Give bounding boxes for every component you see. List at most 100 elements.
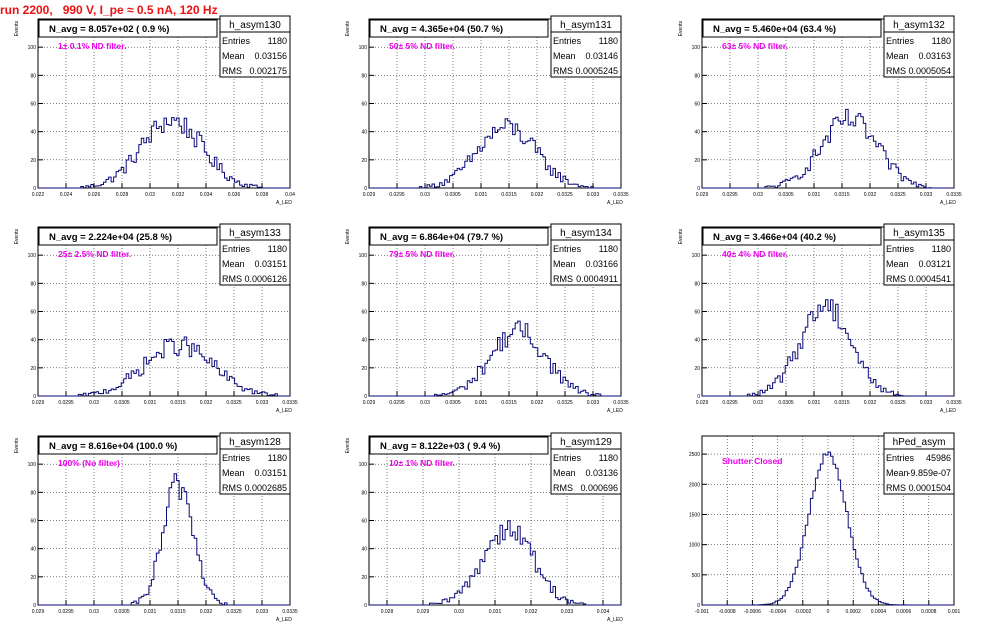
navg-text: N_avg = 6.864e+04 (79.7 %) bbox=[380, 232, 503, 243]
x-tick-label: 0.0325 bbox=[890, 400, 906, 406]
y-tick-label: 100 bbox=[28, 253, 37, 259]
histogram-panel-h_asym135: 0.029 0.0295 0.03 0.0305 0.031 0.0315 0.032 0.0… bbox=[678, 223, 962, 414]
y-tick-label: 40 bbox=[361, 130, 367, 136]
x-tick-label: 0.0295 bbox=[722, 400, 738, 406]
y-axis-title: Events bbox=[14, 229, 20, 245]
stats-label: Mean bbox=[553, 259, 576, 269]
x-tick-label: 0.0325 bbox=[557, 400, 573, 406]
filter-label: 1± 0.1% ND filter. bbox=[58, 41, 126, 51]
x-tick-label: 0.0004 bbox=[871, 609, 887, 615]
stats-label: Mean bbox=[553, 468, 576, 478]
x-axis-title: A_LED bbox=[276, 200, 292, 206]
stats-value: 0.0004911 bbox=[576, 274, 618, 284]
y-axis-title: Events bbox=[678, 21, 684, 37]
histogram-line bbox=[702, 108, 954, 189]
x-tick-label: 0.028 bbox=[381, 609, 394, 615]
x-tick-label: 0.029 bbox=[417, 609, 430, 615]
x-tick-label: 0.031 bbox=[808, 192, 821, 198]
stats-label: RMS bbox=[553, 483, 573, 493]
x-tick-label: -0.0002 bbox=[794, 609, 811, 615]
y-tick-label: 80 bbox=[361, 490, 367, 496]
x-tick-label: 0.0295 bbox=[722, 192, 738, 198]
histogram-line bbox=[702, 299, 954, 397]
y-tick-label: 60 bbox=[694, 310, 700, 316]
navg-box bbox=[369, 19, 549, 38]
y-tick-label: 100 bbox=[359, 462, 368, 468]
x-tick-label: 0.033 bbox=[256, 400, 269, 406]
x-tick-label: 0.03 bbox=[145, 192, 155, 198]
stats-box bbox=[219, 448, 291, 495]
stats-value: 0.03151 bbox=[254, 468, 287, 478]
y-tick-label: 80 bbox=[694, 73, 700, 79]
x-tick-label: 0.001 bbox=[948, 609, 961, 615]
filter-label: 40± 4% ND filter. bbox=[722, 249, 788, 259]
y-tick-label: 20 bbox=[30, 158, 36, 164]
histogram-line bbox=[38, 473, 290, 606]
y-tick-label: 100 bbox=[692, 253, 701, 259]
y-tick-label: 60 bbox=[361, 102, 367, 108]
x-tick-label: -0.0008 bbox=[719, 609, 736, 615]
x-tick-label: 0.0006 bbox=[896, 609, 912, 615]
stats-value: 0.03121 bbox=[918, 259, 951, 269]
y-tick-label: 80 bbox=[30, 73, 36, 79]
filter-label: 63± 5% ND filter. bbox=[722, 41, 788, 51]
x-tick-label: 0.033 bbox=[587, 192, 600, 198]
histogram-title: h_asym135 bbox=[893, 228, 945, 239]
y-axis-title: Events bbox=[345, 21, 351, 37]
stats-value: 1180 bbox=[932, 36, 951, 46]
x-tick-label: 0.0335 bbox=[946, 400, 962, 406]
histogram-panel-h_asym134: 0.029 0.0295 0.03 0.0305 0.031 0.0315 0.032 0.0… bbox=[345, 223, 629, 414]
y-tick-label: 1500 bbox=[689, 512, 700, 518]
x-tick-label: 0.034 bbox=[200, 192, 213, 198]
stats-box bbox=[219, 31, 291, 78]
stats-label: Entries bbox=[222, 453, 251, 463]
x-tick-label: 0.0325 bbox=[890, 192, 906, 198]
x-tick-label: 0.033 bbox=[920, 400, 933, 406]
y-tick-label: 40 bbox=[361, 338, 367, 344]
y-tick-label: 40 bbox=[30, 547, 36, 553]
x-tick-label: 0.029 bbox=[363, 192, 376, 198]
x-tick-label: 0.0335 bbox=[613, 400, 629, 406]
stats-value: 0.002175 bbox=[249, 66, 287, 76]
stats-label: RMS bbox=[222, 66, 242, 76]
x-tick-label: -0.0004 bbox=[769, 609, 786, 615]
y-tick-label: 100 bbox=[692, 45, 701, 51]
histogram-title: h_asym133 bbox=[229, 228, 281, 239]
x-tick-label: 0.0315 bbox=[170, 400, 186, 406]
stats-value: 0.03166 bbox=[585, 259, 618, 269]
filter-label: Shutter Closed bbox=[722, 456, 782, 466]
navg-text: N_avg = 8.616e+04 (100.0 %) bbox=[49, 441, 177, 452]
stats-value: 45986 bbox=[926, 453, 951, 463]
x-tick-label: 0.03 bbox=[454, 609, 464, 615]
stats-label: RMS bbox=[886, 66, 906, 76]
stats-label: RMS bbox=[886, 483, 906, 493]
stats-label: RMS bbox=[553, 66, 573, 76]
x-tick-label: 0.036 bbox=[228, 192, 241, 198]
x-tick-label: 0.024 bbox=[60, 192, 73, 198]
y-axis-title: Events bbox=[345, 229, 351, 245]
x-tick-label: 0.0295 bbox=[389, 192, 405, 198]
stats-label: RMS bbox=[886, 274, 906, 284]
y-tick-label: 20 bbox=[694, 366, 700, 372]
stats-value: 0.0001504 bbox=[908, 483, 951, 493]
y-tick-label: 20 bbox=[30, 575, 36, 581]
x-tick-label: 0.022 bbox=[32, 192, 45, 198]
x-tick-label: 0.0325 bbox=[226, 400, 242, 406]
x-tick-label: 0.0002 bbox=[846, 609, 862, 615]
filter-label: 50± 5% ND filter. bbox=[389, 41, 455, 51]
y-tick-label: 60 bbox=[30, 102, 36, 108]
stats-box bbox=[550, 239, 622, 286]
navg-box bbox=[38, 436, 218, 455]
x-tick-label: 0.032 bbox=[172, 192, 185, 198]
stats-box bbox=[883, 239, 955, 286]
x-tick-label: 0.034 bbox=[597, 609, 610, 615]
stats-value: 0.03163 bbox=[918, 51, 951, 61]
histogram-panel-h_asym131: 0.029 0.0295 0.03 0.0305 0.031 0.0315 0.032 0.0… bbox=[345, 15, 629, 206]
x-tick-label: 0.033 bbox=[920, 192, 933, 198]
histogram-panel-h_asym132: 0.029 0.0295 0.03 0.0305 0.031 0.0315 0.032 0.0… bbox=[678, 15, 962, 206]
x-tick-label: 0.038 bbox=[256, 192, 269, 198]
x-tick-label: 0.032 bbox=[200, 400, 213, 406]
stats-value: 1180 bbox=[599, 36, 618, 46]
navg-text: N_avg = 8.057e+02 ( 0.9 %) bbox=[49, 24, 169, 35]
